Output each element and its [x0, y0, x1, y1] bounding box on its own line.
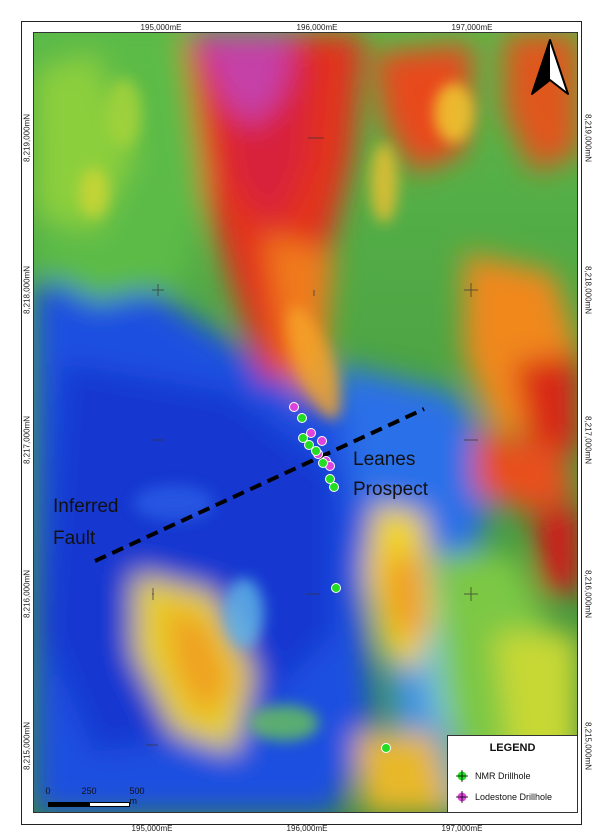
north-arrow-icon — [531, 39, 569, 95]
magnetic-anomaly-map[interactable] — [33, 32, 578, 813]
coord-top-197000: 197,000mE — [451, 23, 493, 32]
legend-item-lodestone: Lodestone Drillhole — [456, 791, 552, 803]
scale-segment-1 — [48, 802, 89, 807]
map-raster — [34, 33, 577, 812]
scale-bar: 0 250 500 m — [45, 786, 145, 808]
prospect-label-line1: Leanes — [353, 449, 416, 470]
scale-label-0: 0 — [45, 786, 51, 796]
inferred-fault-line — [94, 407, 425, 563]
legend-title: LEGEND — [489, 742, 536, 754]
inferred-fault-label-line1: Inferred — [53, 496, 119, 517]
coord-bottom-195000: 195,000mE — [131, 824, 173, 833]
coord-top-195000: 195,000mE — [140, 23, 182, 32]
nmr-drillholes — [297, 413, 391, 753]
coord-bottom-197000: 197,000mE — [441, 824, 483, 833]
legend-item-nmr: NMR Drillhole — [456, 770, 531, 782]
legend: LEGEND NMR Drillhole Lodestone Drillhole — [447, 735, 578, 813]
coord-top-196000: 196,000mE — [296, 23, 338, 32]
coord-bottom-196000: 196,000mE — [286, 824, 328, 833]
magenta-crosshair-dot-icon — [456, 791, 468, 803]
scale-label-500: 500 m — [129, 786, 145, 806]
scale-segment-2 — [89, 802, 130, 807]
scale-label-250: 250 — [81, 786, 97, 796]
prospect-label-line2: Prospect — [353, 479, 428, 500]
legend-label-nmr: NMR Drillhole — [475, 771, 531, 781]
legend-label-lodestone: Lodestone Drillhole — [475, 792, 553, 802]
inferred-fault-label-line2: Fault — [53, 528, 96, 549]
green-crosshair-dot-icon — [456, 770, 468, 782]
